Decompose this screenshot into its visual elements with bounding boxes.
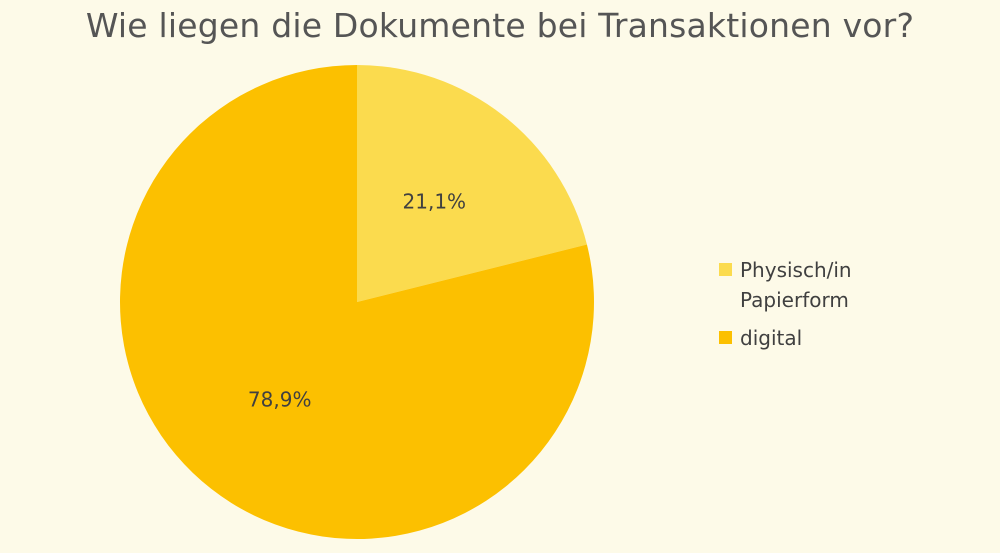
pie-data-label-1: 21,1% xyxy=(403,189,467,213)
legend-swatch-icon xyxy=(719,331,732,344)
legend-label: Physisch/in Papierform xyxy=(740,258,852,312)
chart-title: Wie liegen die Dokumente bei Transaktion… xyxy=(85,6,915,45)
pie-slice-1 xyxy=(357,65,587,302)
pie-slice-2 xyxy=(119,65,595,539)
legend-item-2: digital xyxy=(719,323,919,353)
pie-data-labels: 21,1% 78,9% xyxy=(248,189,466,411)
legend-swatch-icon xyxy=(719,263,732,276)
legend-label: digital xyxy=(740,326,803,350)
pie-slices xyxy=(119,65,595,539)
pie-data-label-2: 78,9% xyxy=(248,388,312,412)
legend: Physisch/in Papierform digital xyxy=(719,255,919,361)
legend-item-1: Physisch/in Papierform xyxy=(719,255,919,315)
